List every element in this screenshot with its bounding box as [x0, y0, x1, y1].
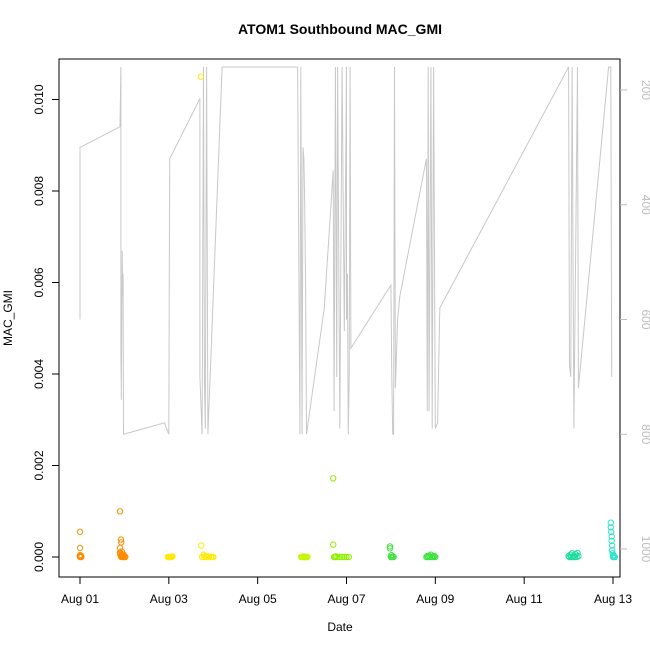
data-point [76, 544, 84, 552]
data-point [608, 537, 615, 545]
data-point [607, 524, 614, 531]
x-tick-label: Aug 11 [506, 592, 543, 606]
data-point [432, 553, 439, 561]
data-point [575, 552, 582, 560]
data-point [334, 553, 341, 561]
x-tick-label: Aug 05 [239, 592, 277, 606]
data-point [122, 553, 129, 561]
y-tick-label: 0.010 [32, 84, 46, 114]
data-point [431, 552, 438, 560]
x-tick-label: Aug 03 [150, 592, 188, 606]
data-point [608, 542, 616, 549]
y-axis-title: MAC_GMI [1, 290, 15, 346]
y-tick-label: 0.006 [32, 267, 46, 297]
data-point [198, 542, 205, 549]
data-point [201, 553, 208, 561]
data-point [345, 553, 352, 561]
line-series-layer [79, 66, 613, 435]
y2-tick-label: 200 [639, 80, 650, 100]
data-point [608, 528, 615, 535]
y2-tick-label: 800 [639, 424, 650, 444]
y-axis: 0.000 0.002 0.004 0.006 0.008 0.010 [32, 84, 59, 572]
data-point [304, 553, 311, 561]
chart-title: ATOM1 Southbound MAC_GMI [238, 21, 442, 37]
y2-axis: 200 400 600 800 1000 [620, 80, 650, 563]
data-point [607, 519, 614, 526]
data-point [210, 553, 217, 561]
data-point [386, 543, 394, 550]
data-point [78, 553, 85, 561]
x-tick-label: Aug 09 [416, 592, 454, 606]
y2-tick-label: 400 [639, 195, 650, 215]
data-point [197, 73, 205, 80]
data-point [611, 553, 618, 561]
data-point [121, 552, 128, 560]
data-point [117, 536, 125, 543]
data-point [330, 475, 337, 482]
data-point [169, 553, 176, 560]
data-point [336, 553, 343, 561]
x-axis-title: Date [327, 620, 353, 634]
data-point [608, 533, 615, 540]
y2-tick-label: 600 [639, 309, 650, 329]
y-tick-label: 0.004 [32, 359, 46, 389]
data-point [116, 508, 124, 515]
data-point [76, 528, 84, 535]
y-tick-label: 0.002 [32, 450, 46, 480]
data-point [574, 549, 581, 557]
x-axis: Aug 01 Aug 03 Aug 05 Aug 07 Aug 09 Aug 11 Aug … [61, 576, 632, 606]
x-tick-label: Aug 13 [594, 592, 632, 606]
point-series-layer [76, 73, 618, 561]
data-point [341, 553, 348, 561]
x-tick-label: Aug 07 [327, 592, 365, 606]
x-tick-label: Aug 01 [61, 592, 99, 606]
data-point [343, 553, 350, 561]
y2-tick-label: 1000 [639, 536, 650, 563]
data-point [330, 541, 337, 548]
y-tick-label: 0.008 [32, 176, 46, 206]
grey-line-series [79, 66, 613, 435]
data-point [338, 553, 346, 561]
data-point [386, 545, 394, 552]
data-point [390, 553, 397, 561]
y-tick-label: 0.000 [32, 542, 46, 572]
